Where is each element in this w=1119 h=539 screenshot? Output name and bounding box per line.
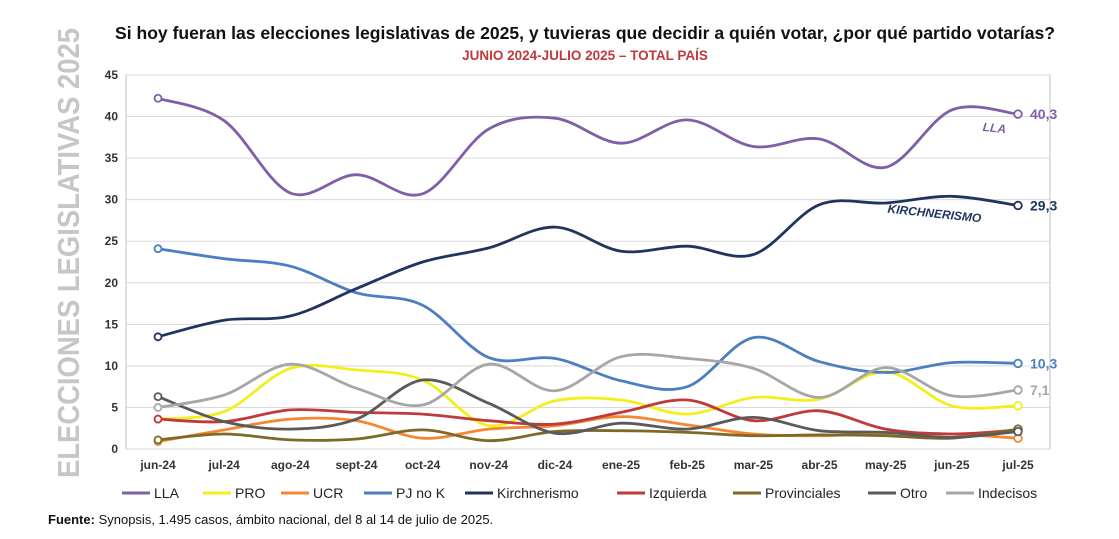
x-tick-label: ago-24 bbox=[271, 458, 310, 472]
series-line-lla bbox=[156, 96, 1020, 197]
point-start-provinciales bbox=[153, 435, 163, 445]
x-tick-label: oct-24 bbox=[405, 458, 441, 472]
point-end-lla bbox=[1013, 109, 1023, 119]
series-line-otro bbox=[156, 378, 1020, 439]
point-end-indecisos bbox=[1013, 385, 1023, 395]
y-tick-label: 30 bbox=[105, 193, 119, 207]
end-label-pj-no-k: 10,3 bbox=[1030, 355, 1057, 371]
point-start-pj-no-k bbox=[153, 244, 163, 254]
side-label: ELECCIONES LEGISLATIVAS 2025 bbox=[51, 28, 86, 478]
legend-label-lla: LLA bbox=[154, 485, 180, 501]
end-label-indecisos: 7,1 bbox=[1030, 382, 1050, 398]
x-tick-label: jul-25 bbox=[1001, 458, 1034, 472]
y-tick-label: 40 bbox=[105, 110, 119, 124]
x-tick-label: jun-25 bbox=[933, 458, 970, 472]
inline-label-kirchnerismo: KIRCHNERISMO bbox=[887, 202, 983, 226]
x-tick-label: nov-24 bbox=[469, 458, 508, 472]
x-tick-label: sept-24 bbox=[335, 458, 377, 472]
point-start-lla bbox=[153, 93, 163, 103]
chart-title: Si hoy fueran las elecciones legislativa… bbox=[115, 23, 1055, 43]
source-label: Fuente: bbox=[48, 512, 95, 527]
legend-label-pj-no-k: PJ no K bbox=[396, 485, 446, 501]
point-start-kirchnerismo bbox=[153, 332, 163, 342]
x-tick-label: feb-25 bbox=[670, 458, 706, 472]
series-line-indecisos bbox=[156, 352, 1020, 409]
y-tick-label: 20 bbox=[105, 276, 119, 290]
x-tick-label: abr-25 bbox=[802, 458, 838, 472]
y-tick-label: 35 bbox=[105, 151, 119, 165]
end-label-lla: 40,3 bbox=[1030, 106, 1057, 122]
point-start-otro bbox=[153, 392, 163, 402]
legend-label-provinciales: Provinciales bbox=[765, 485, 840, 501]
legend-label-izquierda: Izquierda bbox=[649, 485, 707, 501]
x-tick-label: jul-24 bbox=[207, 458, 240, 472]
legend-label-pro: PRO bbox=[235, 485, 265, 501]
chart-subtitle: JUNIO 2024-JULIO 2025 – TOTAL PAÍS bbox=[462, 48, 708, 63]
x-tick-label: mar-25 bbox=[734, 458, 774, 472]
y-tick-label: 5 bbox=[111, 400, 118, 414]
y-tick-label: 0 bbox=[111, 442, 118, 456]
legend-label-kirchnerismo: Kirchnerismo bbox=[497, 485, 579, 501]
end-label-kirchnerismo: 29,3 bbox=[1030, 197, 1057, 213]
point-end-kirchnerismo bbox=[1013, 200, 1023, 211]
series-line-pj-no-k bbox=[156, 247, 1020, 391]
x-tick-label: jun-24 bbox=[139, 458, 176, 472]
point-end-pj-no-k bbox=[1013, 358, 1023, 369]
point-end-otro bbox=[1013, 426, 1023, 437]
series-line-izquierda bbox=[156, 398, 1020, 436]
source-text: Synopsis, 1.495 casos, ámbito nacional, … bbox=[94, 512, 494, 527]
series-line-kirchnerismo bbox=[156, 194, 1020, 339]
inline-label-lla: LLA bbox=[982, 120, 1007, 136]
y-tick-label: 25 bbox=[105, 234, 119, 248]
point-start-izquierda bbox=[153, 414, 163, 424]
legend-label-indecisos: Indecisos bbox=[978, 485, 1037, 501]
legend-label-ucr: UCR bbox=[313, 485, 343, 501]
legend-label-otro: Otro bbox=[900, 485, 927, 501]
y-tick-label: 15 bbox=[105, 317, 119, 331]
x-tick-label: dic-24 bbox=[538, 458, 573, 472]
x-tick-label: ene-25 bbox=[602, 458, 640, 472]
y-tick-label: 10 bbox=[105, 359, 119, 373]
source-note: Fuente: Synopsis, 1.495 casos, ámbito na… bbox=[48, 512, 493, 527]
x-tick-label: may-25 bbox=[865, 458, 907, 472]
point-start-indecisos bbox=[153, 403, 163, 412]
point-end-pro bbox=[1013, 401, 1023, 411]
y-tick-label: 45 bbox=[105, 68, 119, 82]
